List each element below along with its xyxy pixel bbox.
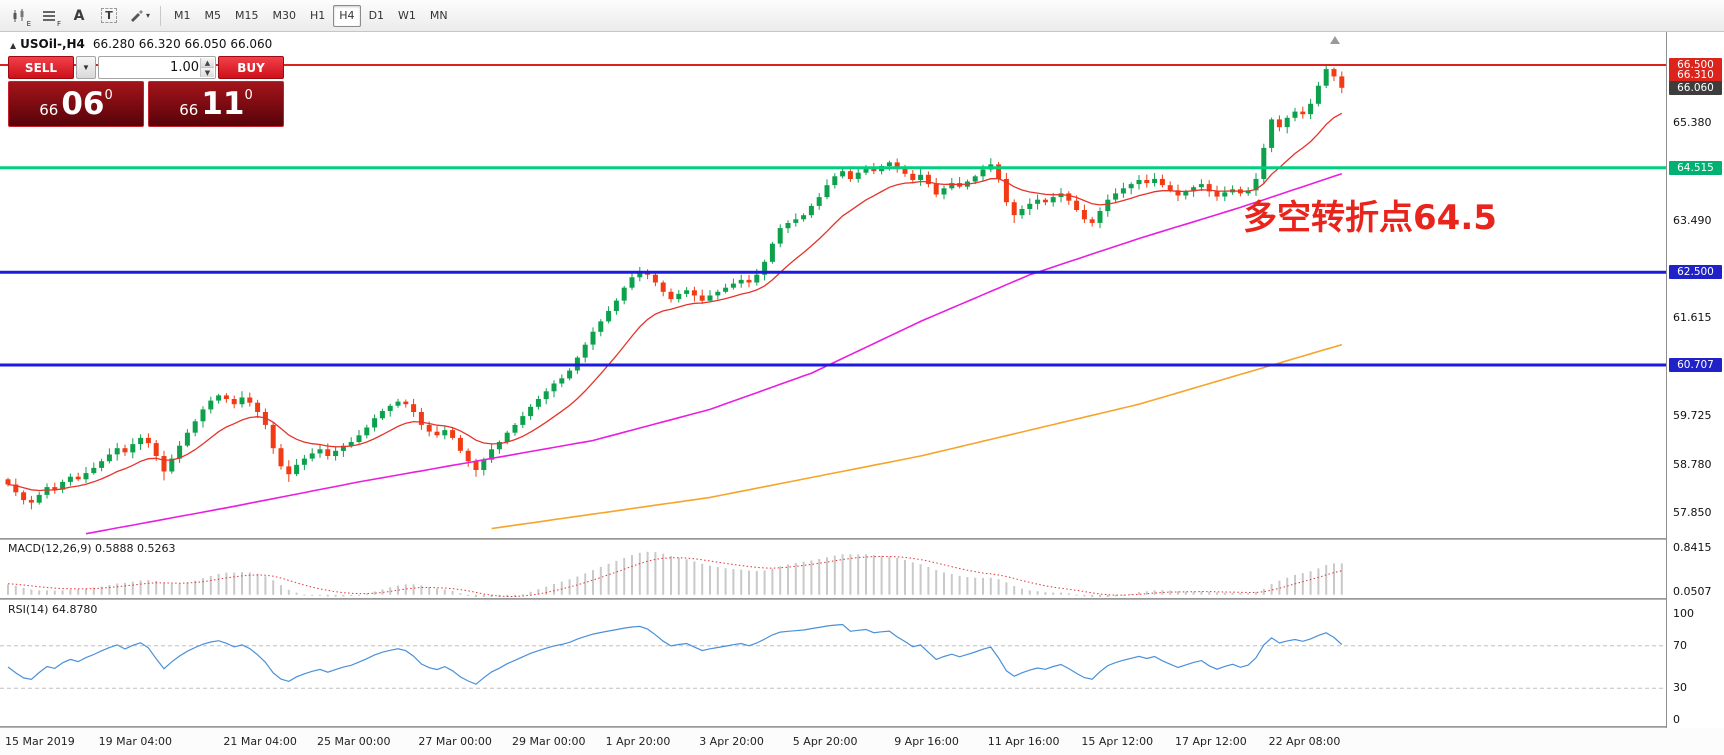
timeframe-m5[interactable]: M5	[204, 9, 222, 22]
toolbar-separator	[160, 5, 161, 26]
symbol-name: USOil-,H4	[20, 37, 85, 51]
tool-icon-group: E F A T ▾	[5, 3, 153, 29]
sell-button[interactable]: SELL	[8, 56, 74, 79]
pane-separator-rsi[interactable]	[0, 598, 1724, 600]
chart-shift-marker[interactable]	[1330, 36, 1340, 44]
timeframe-w1[interactable]: W1	[398, 9, 416, 22]
price-line-label: 62.500	[1669, 265, 1722, 280]
ask-pips: 11	[201, 85, 245, 122]
chevron-down-icon: ▾	[145, 11, 150, 20]
buy-button[interactable]: BUY	[218, 56, 284, 79]
time-axis-label: 15 Apr 12:00	[1081, 735, 1154, 748]
time-axis-label: 5 Apr 20:00	[792, 735, 858, 748]
price-axis[interactable]: 65.380 63.490 61.615 59.725 58.780 57.850 66.5…	[1667, 32, 1724, 728]
price-tick-label: 59.725	[1673, 408, 1712, 422]
time-axis[interactable]: 15 Mar 2019 19 Mar 04:00 21 Mar 04:00 25 Ma…	[0, 728, 1724, 755]
volume-spinner: ▲ ▼	[200, 58, 214, 77]
price-axis-border	[1666, 32, 1667, 728]
data-window-icon[interactable]: F	[35, 3, 63, 29]
volume-value[interactable]: 1.00	[170, 60, 199, 75]
time-axis-label: 19 Mar 04:00	[98, 735, 173, 748]
time-axis-label: 17 Apr 12:00	[1175, 735, 1247, 748]
tool-sub-label: F	[56, 19, 61, 28]
ask-price-display[interactable]: 66 11 0	[148, 81, 284, 127]
ohlc-readout: 66.280 66.320 66.050 66.060	[92, 37, 273, 51]
chart-annotation-text[interactable]: 多空转折点64.5	[1243, 198, 1497, 238]
label-tool-icon[interactable]: A	[73, 7, 85, 24]
volume-decrease-button[interactable]: ▼	[201, 68, 214, 77]
bid-whole: 66	[39, 101, 59, 119]
rsi-axis-label: 100	[1673, 607, 1694, 620]
time-axis-label: 15 Mar 2019	[5, 735, 75, 748]
rsi-axis-label: 70	[1673, 638, 1687, 652]
toolbar: E F A T ▾ M1 M5 M15 M30 H1 H4 D1 W1 MN	[0, 0, 1724, 32]
time-axis-label: 22 Apr 08:00	[1268, 735, 1341, 748]
ask-frac: 0	[244, 88, 253, 103]
time-axis-label: 11 Apr 16:00	[987, 735, 1060, 748]
chart-workspace[interactable]: ▲ USOil-,H4 66.280 66.320 66.050 66.060 SE…	[0, 32, 1724, 755]
price-chart[interactable]	[0, 32, 1666, 728]
rsi-indicator-title: RSI(14) 64.8780	[8, 603, 98, 616]
bid-price-display[interactable]: 66 06 0	[8, 81, 144, 127]
time-axis-label: 25 Mar 00:00	[317, 735, 391, 748]
chevron-down-icon: ▼	[82, 63, 90, 72]
timeframe-h1[interactable]: H1	[310, 9, 326, 22]
macd-axis-label: 0.8415	[1673, 541, 1712, 554]
timeframe-h4[interactable]: H4	[333, 4, 361, 27]
timeframe-button-group: M1 M5 M15 M30 H1 H4 D1 W1 MN	[168, 4, 454, 27]
time-axis-label: 21 Mar 04:00	[223, 735, 297, 748]
price-line-label: 66.310	[1669, 67, 1722, 82]
bid-pips: 06	[61, 85, 105, 122]
pane-separator-macd[interactable]	[0, 538, 1724, 540]
symbol-marker-icon: ▲	[10, 41, 17, 50]
price-line-label: 66.060	[1669, 80, 1722, 95]
timeframe-d1[interactable]: D1	[368, 9, 385, 22]
price-tick-label: 63.490	[1673, 213, 1712, 227]
draw-tool-icon[interactable]: ▾	[125, 3, 153, 29]
time-axis-label: 27 Mar 00:00	[418, 735, 492, 748]
ask-whole: 66	[179, 101, 199, 119]
timeframe-mn[interactable]: MN	[429, 9, 448, 22]
pane-separator-timeaxis	[0, 726, 1724, 728]
chart-window-icon[interactable]: E	[5, 3, 33, 29]
timeframe-m1[interactable]: M1	[174, 9, 191, 22]
price-tick-label: 57.850	[1673, 505, 1712, 519]
time-axis-label: 9 Apr 16:00	[894, 735, 959, 748]
price-tick-label: 61.615	[1673, 310, 1712, 324]
price-tick-label: 58.780	[1673, 457, 1712, 471]
rsi-axis-label: 0	[1673, 713, 1680, 726]
timeframe-m30[interactable]: M30	[272, 9, 297, 22]
macd-axis-label: 0.0507	[1673, 584, 1712, 598]
time-axis-label: 1 Apr 20:00	[605, 735, 671, 748]
price-tick-label: 65.380	[1673, 116, 1712, 129]
bid-frac: 0	[104, 88, 113, 103]
symbol-header: ▲ USOil-,H4 66.280 66.320 66.050 66.060	[10, 37, 272, 51]
volume-increase-button[interactable]: ▲	[201, 58, 214, 68]
trade-options-dropdown[interactable]: ▼	[76, 56, 96, 79]
volume-field[interactable]: 1.00 ▲ ▼	[98, 56, 216, 79]
macd-indicator-title: MACD(12,26,9) 0.5888 0.5263	[8, 542, 176, 555]
rsi-axis-label: 30	[1673, 681, 1687, 695]
text-tool-icon[interactable]: T	[95, 3, 123, 29]
time-axis-label: 3 Apr 20:00	[699, 735, 764, 748]
timeframe-m15[interactable]: M15	[235, 9, 259, 22]
one-click-trade-panel: SELL ▼ 1.00 ▲ ▼ BUY 66 06 0 66 11 0	[8, 56, 284, 127]
price-line-label: 64.515	[1669, 160, 1722, 175]
time-axis-label: 29 Mar 00:00	[512, 735, 586, 748]
tool-sub-label: E	[26, 19, 31, 28]
price-line-label: 60.707	[1669, 358, 1722, 373]
